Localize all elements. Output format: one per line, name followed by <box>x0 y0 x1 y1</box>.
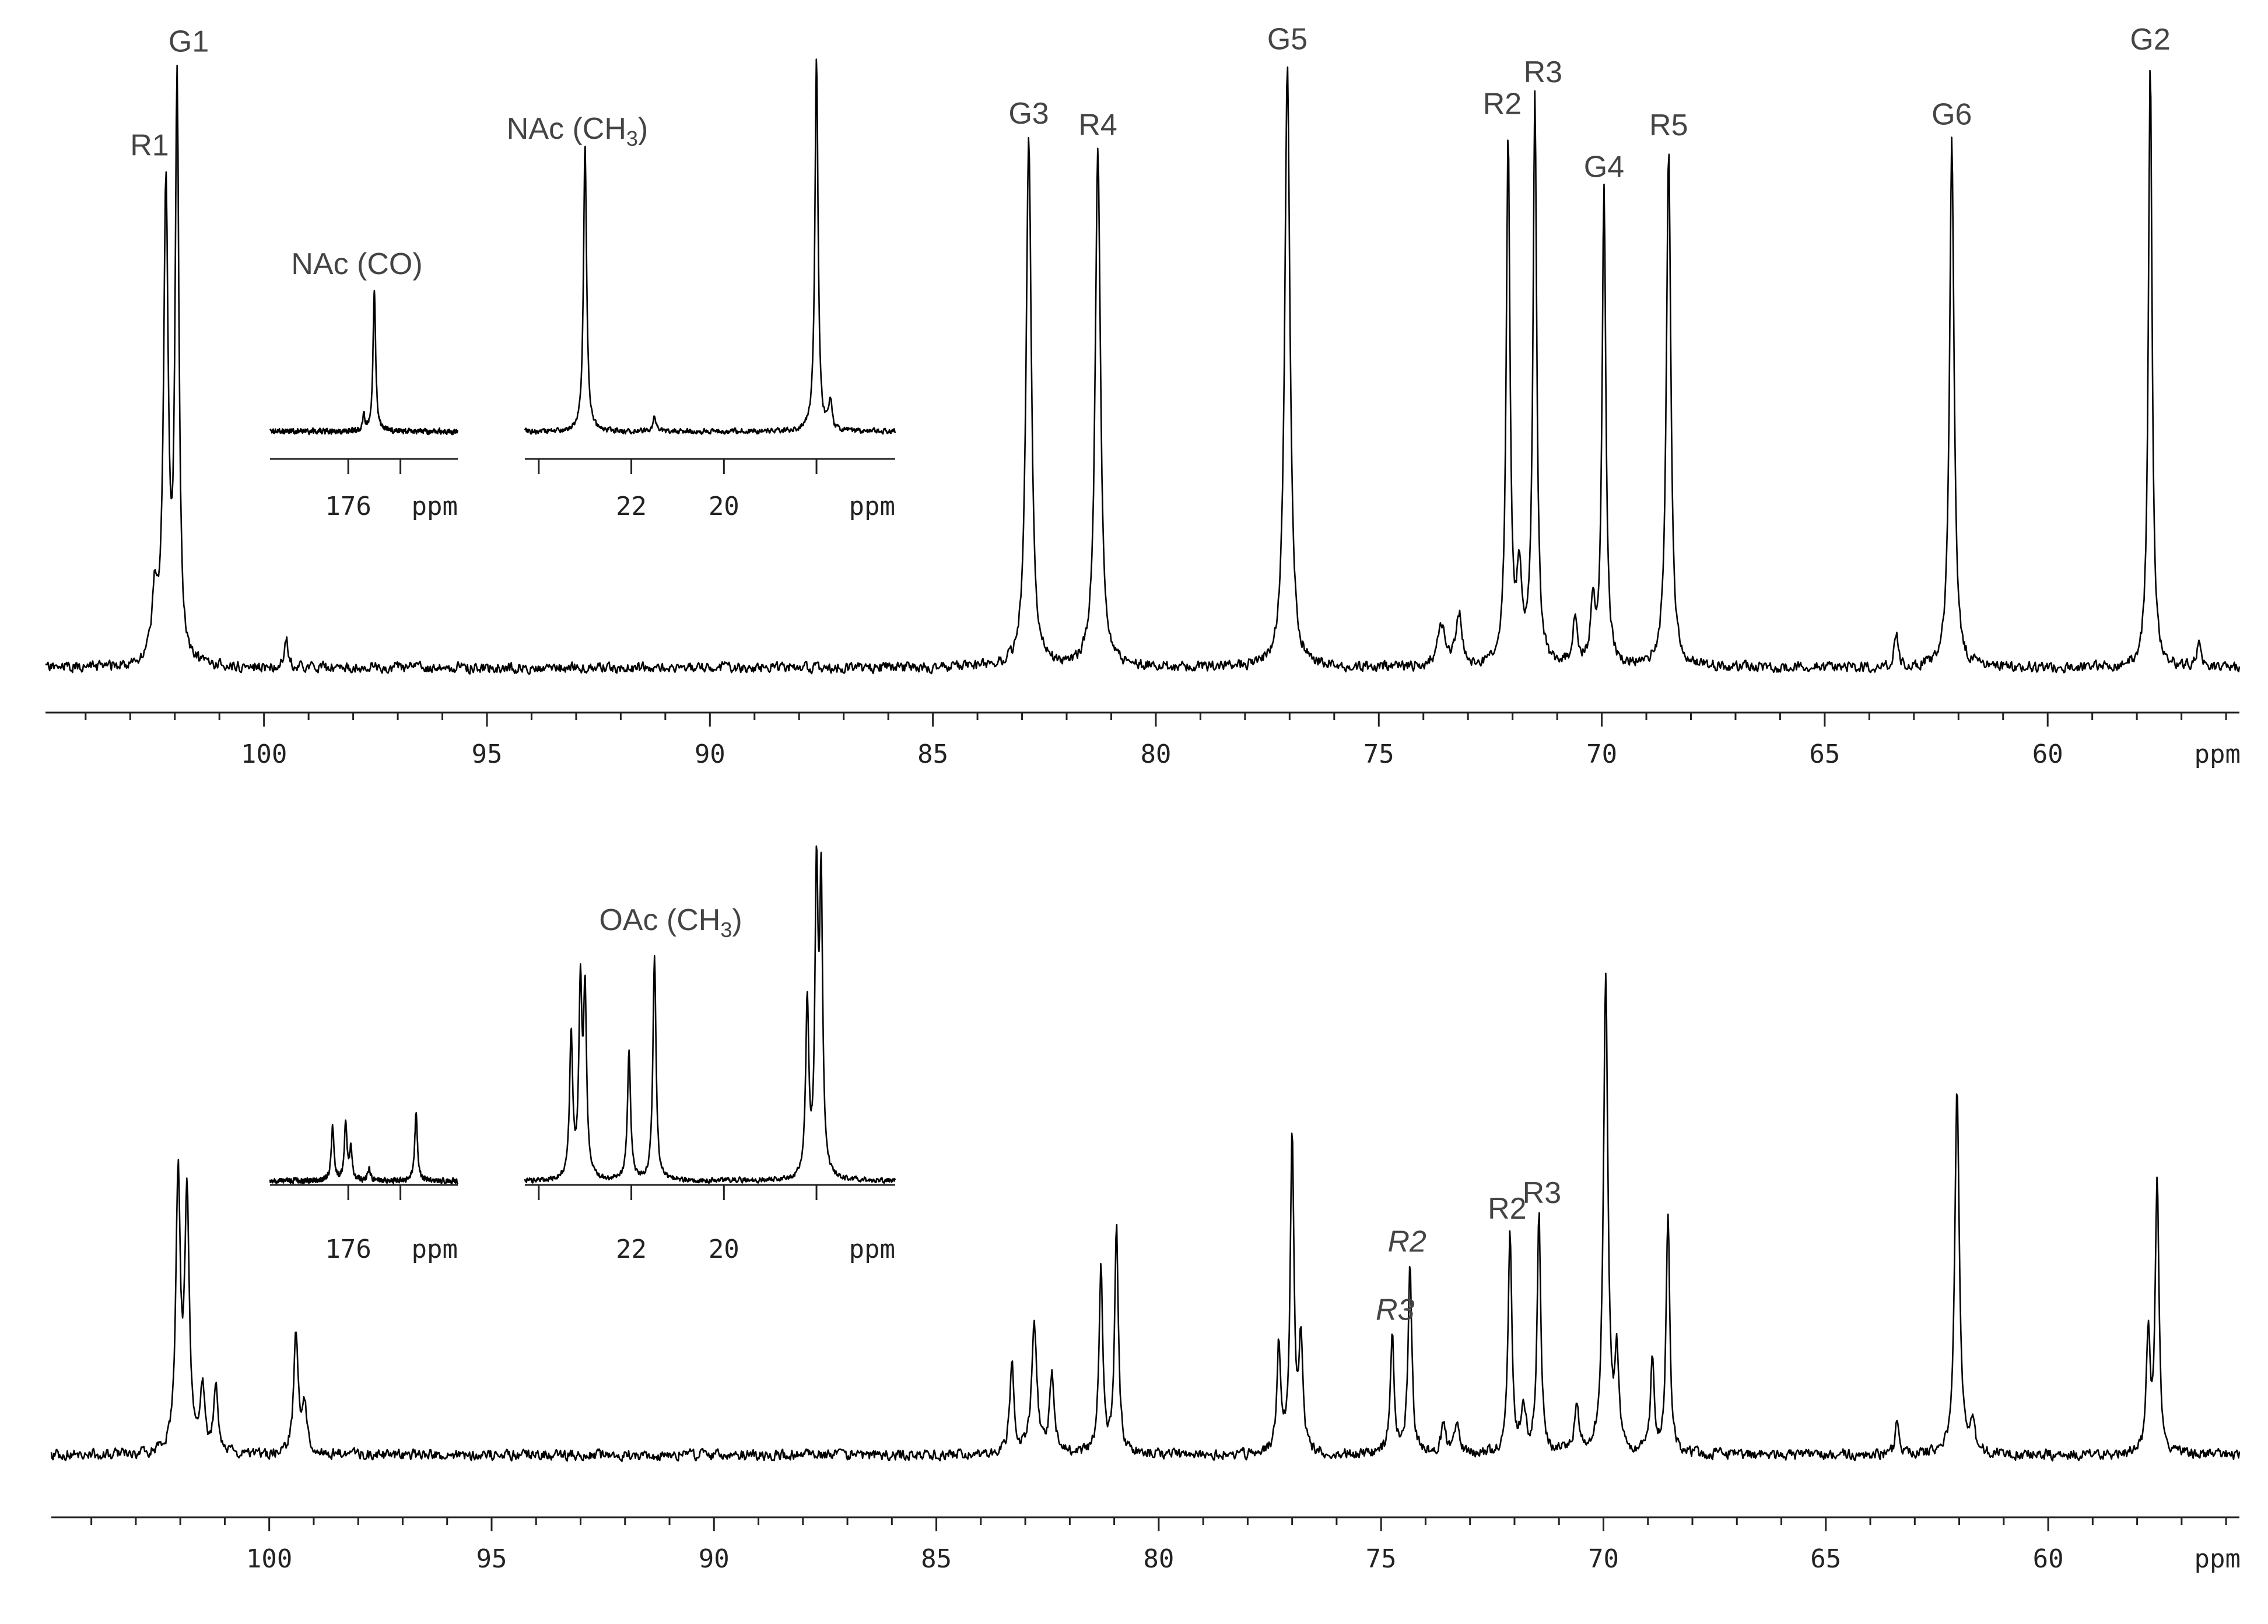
inset-unit: ppm <box>412 492 458 521</box>
x-axis-unit: ppm <box>2195 1544 2241 1574</box>
x-tick-label: 75 <box>1363 739 1394 769</box>
peak-label-g2: G2 <box>2130 23 2170 57</box>
inset-oac-ch3: 22 20 ppm OAc (CH3) <box>524 845 896 1264</box>
inset-unit: ppm <box>849 492 895 521</box>
peak-label-r2: R2 <box>1483 87 1522 121</box>
inset-tick-label: 20 <box>709 1234 739 1264</box>
x-tick-label: 80 <box>1140 739 1171 769</box>
peak-label-g5: G5 <box>1267 23 1307 57</box>
peak-label-r2: R2 <box>1488 1192 1526 1226</box>
inset-oac-co: 176 ppm <box>269 1112 459 1264</box>
peak-label-r3: R3 <box>1524 55 1562 89</box>
x-tick-label: 70 <box>1586 739 1617 769</box>
inset-unit: ppm <box>849 1234 895 1264</box>
inset-label-main: OAc (CH <box>599 903 720 937</box>
inset-label-close: ) <box>732 903 742 937</box>
spectrum-trace <box>45 65 2241 675</box>
x-axis: 100 95 90 85 80 75 70 65 60 ppm <box>51 1516 2241 1574</box>
x-tick-label: 90 <box>699 1544 730 1574</box>
inset-trace <box>269 289 459 436</box>
inset-tick-label: 22 <box>616 492 647 521</box>
x-tick-label: 90 <box>695 739 725 769</box>
x-tick-label: 60 <box>2033 1544 2064 1574</box>
peak-label-g4: G4 <box>1584 150 1624 184</box>
x-tick-label: 95 <box>476 1544 507 1574</box>
inset-unit: ppm <box>412 1234 458 1264</box>
inset-label-subscript: 3 <box>720 918 732 942</box>
peak-label-r4: R4 <box>1078 108 1117 142</box>
x-axis: 100 95 90 85 80 75 70 65 60 ppm <box>45 711 2241 769</box>
inset-label-close: ) <box>638 112 648 146</box>
inset-trace <box>524 58 896 435</box>
inset-nac-ch3: 22 20 ppm NAc (CH3) <box>507 58 896 521</box>
peak-label-r2: R2 <box>1388 1225 1427 1258</box>
x-tick-label: 80 <box>1143 1544 1174 1574</box>
x-tick-label: 100 <box>241 739 287 769</box>
inset-trace <box>269 1112 459 1185</box>
inset-tick-label: 176 <box>325 1234 371 1264</box>
inset-label: OAc (CH3) <box>599 903 742 942</box>
x-tick-label: 65 <box>1809 739 1840 769</box>
inset-label: NAc (CO) <box>291 247 422 281</box>
peak-label-r3: R3 <box>1523 1176 1561 1210</box>
inset-nac-co: 176 ppm NAc (CO) <box>269 247 459 521</box>
x-tick-label: 65 <box>1810 1544 1841 1574</box>
inset-label-subscript: 3 <box>626 127 638 150</box>
x-tick-label: 100 <box>246 1544 292 1574</box>
x-tick-label: 85 <box>917 739 948 769</box>
x-tick-label: 70 <box>1588 1544 1619 1574</box>
inset-tick-label: 20 <box>709 492 739 521</box>
peak-label-r5: R5 <box>1649 108 1688 142</box>
inset-tick-label: 22 <box>616 1234 647 1264</box>
x-axis-unit: ppm <box>2195 739 2241 769</box>
x-tick-label: 95 <box>471 739 502 769</box>
inset-label-main: NAc (CO) <box>291 247 422 281</box>
x-tick-label: 60 <box>2032 739 2063 769</box>
inset-tick-label: 176 <box>325 492 371 521</box>
peak-label-g3: G3 <box>1008 97 1049 131</box>
peak-label-g1: G1 <box>169 24 209 58</box>
peak-label-r3: R3 <box>1376 1293 1415 1327</box>
inset-trace <box>524 845 896 1184</box>
peak-label-g6: G6 <box>1932 98 1972 132</box>
spectrum-trace <box>50 972 2241 1462</box>
inset-label-main: NAc (CH <box>507 112 626 146</box>
x-tick-label: 85 <box>921 1544 952 1574</box>
inset-label: NAc (CH3) <box>507 112 648 150</box>
x-tick-label: 75 <box>1366 1544 1397 1574</box>
peak-label-r1: R1 <box>130 128 169 162</box>
